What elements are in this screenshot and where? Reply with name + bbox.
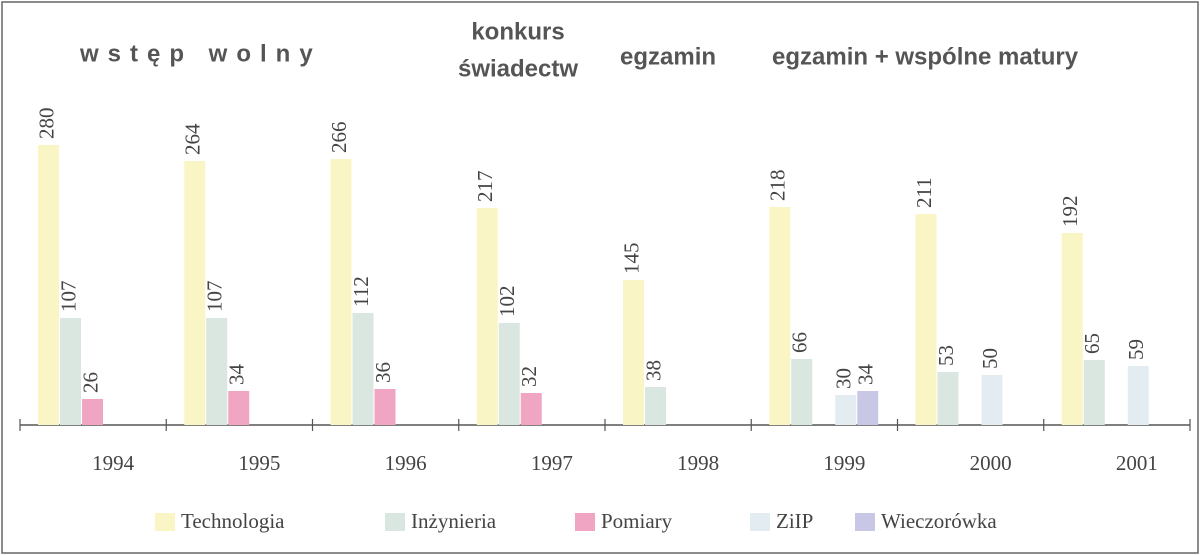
value-label: 34 <box>854 364 878 386</box>
legend-label: Inżynieria <box>411 509 497 533</box>
annotation: egzamin <box>620 43 716 70</box>
value-label: 107 <box>203 281 227 313</box>
bar <box>1127 366 1149 425</box>
value-label: 218 <box>766 170 790 202</box>
x-tick-label: 1999 <box>823 451 865 475</box>
value-label: 211 <box>912 177 936 208</box>
value-label: 280 <box>34 108 58 140</box>
value-label: 192 <box>1058 196 1082 228</box>
legend-label: ZiIP <box>776 509 813 533</box>
bar <box>791 359 813 425</box>
legend-label: Technologia <box>181 509 285 533</box>
bar <box>38 145 59 425</box>
x-tick-label: 2000 <box>970 451 1012 475</box>
value-label: 217 <box>473 171 497 203</box>
value-label: 50 <box>978 348 1002 369</box>
bar <box>352 313 374 425</box>
bar <box>206 318 228 425</box>
x-tick-label: 1998 <box>677 451 719 475</box>
value-label: 59 <box>1124 339 1148 360</box>
bar <box>82 399 103 425</box>
x-tick-label: 1996 <box>385 451 427 475</box>
bar <box>374 389 396 425</box>
x-tick-label: 2001 <box>1116 451 1158 475</box>
x-tick-label: 1994 <box>92 451 135 475</box>
value-label: 66 <box>788 332 812 353</box>
value-label: 102 <box>495 286 519 318</box>
value-label: 264 <box>181 123 205 155</box>
legend-swatch <box>750 513 770 531</box>
value-label: 34 <box>225 364 249 386</box>
value-label: 36 <box>371 362 395 383</box>
legend-swatch <box>575 513 595 531</box>
legend-swatch <box>155 513 175 531</box>
bar <box>981 375 1003 425</box>
bar <box>60 318 81 425</box>
legend-swatch <box>855 513 875 531</box>
bar <box>184 161 206 425</box>
x-tick-label: 1997 <box>531 451 573 475</box>
bar <box>915 214 937 425</box>
bar <box>520 393 542 425</box>
bar <box>623 280 644 425</box>
bar <box>498 323 520 425</box>
bar <box>330 159 352 425</box>
value-label: 30 <box>832 368 856 389</box>
bar <box>835 395 857 425</box>
bar <box>228 391 250 425</box>
legend-label: Wieczorówka <box>881 509 997 533</box>
value-label: 145 <box>619 243 643 275</box>
bar <box>769 207 791 425</box>
annotation: świadectw <box>458 55 578 82</box>
value-label: 38 <box>641 360 665 381</box>
bar <box>645 387 666 425</box>
annotation: wstęp wolny <box>79 40 322 67</box>
annotation: konkurs <box>471 18 564 45</box>
value-label: 65 <box>1080 333 1104 354</box>
value-label: 107 <box>56 281 80 313</box>
bar <box>937 372 959 425</box>
bar <box>1083 360 1105 425</box>
value-label: 266 <box>327 122 351 154</box>
bar <box>1061 233 1083 425</box>
value-label: 53 <box>934 345 958 366</box>
legend-swatch <box>385 513 405 531</box>
bar <box>476 208 498 425</box>
bar <box>857 391 879 425</box>
annotation: egzamin + wspólne matury <box>772 43 1079 70</box>
value-label: 26 <box>78 372 102 393</box>
value-label: 32 <box>517 366 541 387</box>
x-tick-label: 1995 <box>238 451 280 475</box>
legend-label: Pomiary <box>601 509 673 533</box>
value-label: 112 <box>349 276 373 307</box>
